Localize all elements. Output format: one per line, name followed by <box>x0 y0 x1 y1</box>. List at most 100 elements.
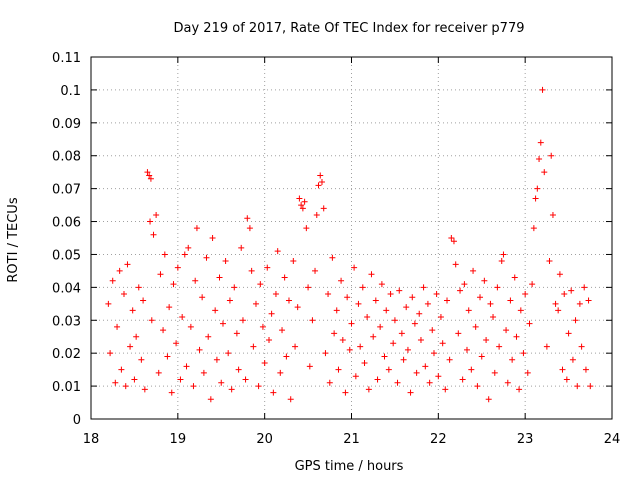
y-tick-label: 0.05 <box>52 248 81 263</box>
data-point <box>511 274 518 281</box>
data-point <box>242 376 249 383</box>
data-point <box>157 271 164 278</box>
data-point <box>368 271 375 278</box>
data-point <box>179 313 186 320</box>
y-tick-label: 0.07 <box>52 183 81 198</box>
data-point <box>559 366 566 373</box>
data-point <box>403 304 410 311</box>
data-point <box>173 340 180 347</box>
data-point <box>364 313 371 320</box>
data-point <box>430 350 437 357</box>
data-point <box>264 264 271 271</box>
data-point <box>365 386 372 393</box>
data-point <box>185 244 192 251</box>
data-point <box>532 195 539 202</box>
data-point <box>548 152 555 159</box>
data-point <box>487 300 494 307</box>
data-point <box>287 396 294 403</box>
data-point <box>155 369 162 376</box>
data-point <box>313 211 320 218</box>
data-point <box>131 376 138 383</box>
y-tick-label: 0.11 <box>52 51 81 66</box>
data-point <box>344 294 351 301</box>
data-point <box>477 294 484 301</box>
data-point <box>582 366 589 373</box>
data-point <box>383 307 390 314</box>
data-point <box>539 86 546 93</box>
grid <box>91 57 612 419</box>
data-point <box>578 343 585 350</box>
data-point <box>192 277 199 284</box>
data-point <box>146 172 153 179</box>
data-point <box>261 360 268 367</box>
data-point <box>569 356 576 363</box>
x-tick-label: 18 <box>83 432 100 447</box>
data-point <box>270 389 277 396</box>
data-point <box>417 337 424 344</box>
data-point <box>442 386 449 393</box>
data-point <box>213 356 220 363</box>
data-point <box>490 313 497 320</box>
data-point <box>107 350 114 357</box>
data-point <box>114 323 121 330</box>
data-point <box>248 267 255 274</box>
data-point <box>122 383 129 390</box>
data-points <box>105 86 594 403</box>
data-point <box>461 281 468 288</box>
data-point <box>203 254 210 261</box>
data-point <box>522 290 529 297</box>
data-point <box>233 330 240 337</box>
data-point <box>543 343 550 350</box>
data-point <box>147 175 154 182</box>
data-point <box>177 376 184 383</box>
data-point <box>498 258 505 265</box>
data-point <box>112 379 119 386</box>
data-point <box>574 383 581 390</box>
data-point <box>470 267 477 274</box>
data-point <box>526 320 533 327</box>
data-point <box>587 383 594 390</box>
data-point <box>207 396 214 403</box>
data-point <box>572 317 579 324</box>
data-point <box>516 386 523 393</box>
data-point <box>268 310 275 317</box>
data-point <box>435 373 442 380</box>
data-point <box>463 346 470 353</box>
y-tick-label: 0.04 <box>52 281 81 296</box>
data-point <box>266 337 273 344</box>
data-point <box>274 248 281 255</box>
data-point <box>120 290 127 297</box>
data-point <box>219 320 226 327</box>
data-point <box>212 307 219 314</box>
data-point <box>561 290 568 297</box>
chart-title: Day 219 of 2017, Rate Of TEC Index for r… <box>174 21 525 36</box>
data-point <box>422 363 429 370</box>
data-point <box>335 366 342 373</box>
data-point <box>398 330 405 337</box>
data-point <box>118 366 125 373</box>
data-point <box>459 376 466 383</box>
data-point <box>556 271 563 278</box>
data-point <box>396 287 403 294</box>
data-point <box>563 376 570 383</box>
data-point <box>147 218 154 225</box>
data-point <box>549 211 556 218</box>
data-point <box>400 356 407 363</box>
data-point <box>312 267 319 274</box>
x-tick-label: 19 <box>170 432 187 447</box>
data-point <box>277 369 284 376</box>
x-tick-label: 22 <box>430 432 447 447</box>
data-point <box>292 343 299 350</box>
y-tick-label: 0.06 <box>52 216 81 231</box>
y-tick-label: 0.01 <box>52 380 81 395</box>
data-point <box>357 343 364 350</box>
y-tick-label: 0.1 <box>60 84 81 99</box>
data-point <box>174 264 181 271</box>
data-point <box>209 235 216 241</box>
data-point <box>135 284 142 291</box>
data-point <box>472 323 479 330</box>
data-point <box>391 317 398 324</box>
data-point <box>529 281 536 288</box>
data-point <box>394 379 401 386</box>
